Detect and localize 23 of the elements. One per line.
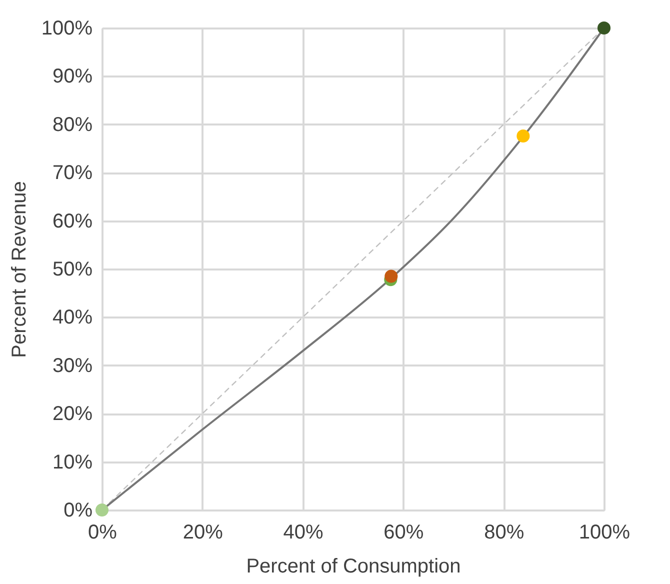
y-tick-label: 40%	[52, 306, 93, 329]
point	[384, 270, 398, 283]
y-tick-label: 20%	[52, 403, 93, 426]
y-tick-label: 60%	[52, 210, 93, 232]
point	[516, 129, 530, 142]
point	[95, 503, 109, 517]
x-tick-label: 40%	[283, 522, 324, 544]
x-tick-label: 100%	[578, 522, 630, 544]
y-tick-label: 10%	[52, 451, 93, 474]
y-tick-label: 30%	[52, 354, 93, 377]
x-tick-label: 80%	[484, 522, 524, 544]
y-tick-label: 90%	[52, 66, 93, 88]
y-tick-label: 70%	[52, 162, 93, 184]
y-tick-label: 0%	[64, 500, 93, 522]
x-tick-label: 60%	[384, 522, 424, 544]
y-tick-label: 100%	[41, 18, 93, 40]
y-tick-label: 50%	[52, 258, 93, 280]
y-tick-label: 80%	[52, 114, 93, 136]
point	[597, 21, 611, 35]
x-tick-label: 0%	[88, 522, 118, 544]
x-axis-title: Percent of Consumption	[246, 556, 461, 578]
x-tick-label: 20%	[182, 522, 224, 544]
y-axis-title: Percent of Revenue	[8, 181, 30, 358]
